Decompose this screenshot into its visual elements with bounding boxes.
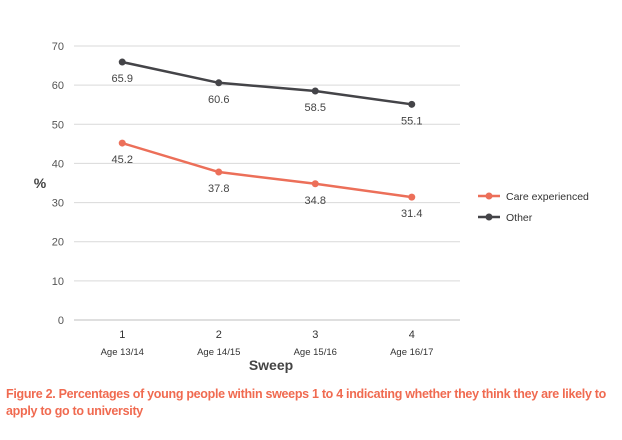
- data-label: 60.6: [208, 94, 229, 106]
- y-tick-label: 40: [52, 158, 64, 170]
- legend-label: Other: [506, 212, 533, 224]
- gridlines: [74, 45, 460, 321]
- data-label: 34.8: [305, 195, 326, 207]
- legend-label: Care experienced: [506, 191, 589, 203]
- data-point: [311, 87, 319, 95]
- data-label: 45.2: [112, 154, 133, 166]
- legend-swatch-marker: [485, 213, 493, 221]
- x-tick-label: 4: [409, 329, 415, 341]
- x-tick-label: 2: [216, 329, 222, 341]
- y-tick-label: 50: [52, 119, 64, 131]
- figure-caption: Figure 2. Percentages of young people wi…: [6, 387, 606, 418]
- series-line: [121, 60, 412, 106]
- data-label: 65.9: [112, 73, 133, 85]
- data-point: [118, 139, 126, 147]
- data-label: 58.5: [305, 102, 326, 114]
- y-axis-ticks: 0 10 20 30 40 50 60 70: [52, 41, 64, 327]
- y-tick-label: 10: [52, 276, 64, 288]
- x-tick-sublabel: Age 13/14: [101, 347, 144, 358]
- data-point: [118, 58, 126, 66]
- y-tick-label: 0: [58, 315, 64, 327]
- y-tick-label: 20: [52, 237, 64, 249]
- data-point: [215, 79, 223, 87]
- data-point: [408, 100, 416, 108]
- y-tick-label: 30: [52, 198, 64, 210]
- y-tick-label: 60: [52, 80, 64, 92]
- x-axis-ticks: 1 Age 13/14 2 Age 14/15 3 Age 15/16 4 Age 16/17: [101, 329, 434, 358]
- data-label: 55.1: [401, 115, 422, 127]
- y-tick-label: 70: [52, 41, 64, 53]
- legend-swatch-marker: [485, 192, 493, 200]
- legend: Care experienced Other: [478, 191, 589, 224]
- data-point: [408, 193, 416, 201]
- data-label: 37.8: [208, 183, 229, 195]
- data-label: 31.4: [401, 208, 422, 220]
- y-axis-title: %: [34, 175, 47, 191]
- x-axis-title: Sweep: [249, 357, 293, 373]
- data-point: [215, 168, 223, 176]
- x-tick-label: 1: [119, 329, 125, 341]
- line-chart: 0 10 20 30 40 50 60 70 1 Age 13/14 2 Age 14/15 3 Age…: [34, 41, 589, 373]
- series-line: [121, 141, 412, 199]
- series-group: 45.2 37.8 34.8 31.4 65.9 60.6 58.5 55.1: [112, 58, 422, 220]
- x-tick-sublabel: Age 14/15: [197, 347, 240, 358]
- data-point: [311, 180, 319, 188]
- x-tick-sublabel: Age 16/17: [390, 347, 433, 358]
- x-tick-sublabel: Age 15/16: [294, 347, 337, 358]
- x-tick-label: 3: [312, 329, 318, 341]
